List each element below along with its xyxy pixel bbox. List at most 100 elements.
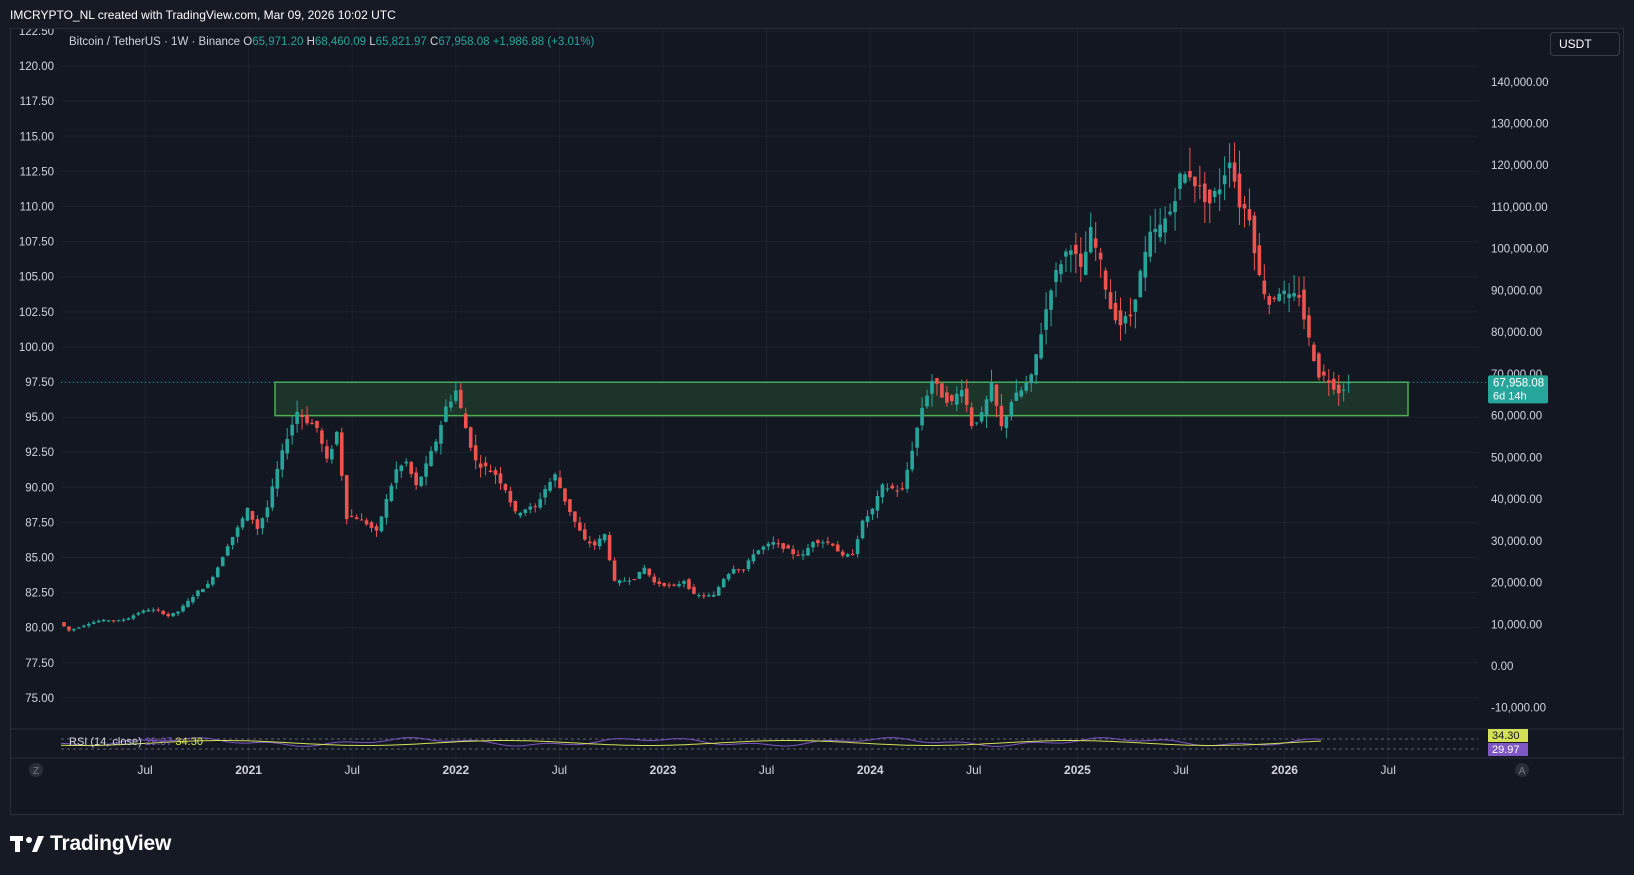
candle-body (270, 486, 275, 508)
time-axis-label: 2024 (857, 763, 884, 777)
candle-body (945, 392, 949, 403)
candle-body (890, 485, 895, 489)
candle-body (721, 578, 726, 588)
candle-body (1232, 162, 1237, 182)
candle-body (87, 623, 91, 626)
candle-body (106, 620, 111, 622)
candle-body (1277, 293, 1281, 301)
candle-body (543, 488, 547, 498)
candle-body (1173, 201, 1177, 213)
candle-body (1336, 384, 1341, 394)
candle-body (736, 569, 741, 571)
candle-body (384, 499, 389, 518)
candle-body (1004, 416, 1009, 428)
candle-body (999, 405, 1004, 427)
candle-body (1029, 374, 1033, 384)
candle-body (1267, 296, 1272, 305)
candle-body (766, 543, 771, 547)
candle-body (414, 472, 418, 486)
candle-body (161, 610, 165, 615)
time-axis-label: 2025 (1064, 763, 1091, 777)
left-axis-tick: 120.00 (19, 61, 54, 73)
currency-unit-button[interactable]: USDT (1550, 32, 1620, 56)
candle-body (121, 619, 126, 621)
candle-body (295, 411, 299, 424)
candle-body (1331, 378, 1336, 390)
legend-symbol: Bitcoin / TetherUS · 1W · Binance (69, 36, 240, 48)
candle-body (726, 574, 731, 580)
candle-body (1054, 270, 1058, 283)
candle-body (850, 553, 855, 556)
candle-body (940, 383, 944, 398)
candle-body (463, 413, 468, 429)
candle-body (1103, 270, 1108, 290)
candle-body (1138, 271, 1143, 298)
candle-body (151, 609, 156, 611)
price-tag (1488, 375, 1548, 404)
candle-body (796, 554, 800, 556)
a-button-label: A (1519, 766, 1526, 777)
candle-body (761, 546, 766, 550)
legend-high: 68,460.09 (315, 36, 366, 48)
candle-body (964, 388, 969, 405)
candle-body (915, 427, 919, 448)
candle-body (563, 488, 567, 502)
attribution-bar: IMCRYPTO_NL created with TradingView.com… (0, 0, 1634, 28)
legend-high-label: H (303, 36, 315, 48)
candle-body (578, 522, 582, 531)
candle-body (746, 560, 751, 570)
candle-body (974, 422, 979, 424)
candle-body (652, 576, 657, 583)
auto-scale-a-button (1515, 763, 1529, 777)
candle-body (493, 470, 498, 475)
candle-body (399, 465, 404, 472)
candle-body (930, 380, 934, 394)
candle-body (667, 584, 671, 586)
candle-body (592, 541, 597, 546)
chart-frame[interactable]: 122.50 120.00 117.50 115.00 112.50 110.00 107.… (10, 26, 1625, 816)
time-axis-label: 2026 (1271, 763, 1298, 777)
candle-body (1153, 228, 1157, 233)
candle-body (444, 406, 448, 422)
candle-body (612, 560, 617, 581)
candle-body (335, 431, 339, 445)
chart-svg[interactable]: 122.50 120.00 117.50 115.00 112.50 110.00 107.… (11, 26, 1625, 816)
time-axis-label: Jul (137, 763, 152, 777)
candle-body (429, 450, 433, 466)
right-axis-tick: -10,000.00 (1491, 703, 1546, 715)
candle-body (96, 620, 101, 623)
left-axis-tick: 97.50 (25, 377, 54, 389)
right-axis-tick: 30,000.00 (1491, 536, 1542, 548)
left-axis-tick: 82.50 (25, 588, 54, 600)
candle-body (215, 567, 220, 577)
candle-body (379, 516, 384, 532)
candle-body (235, 527, 240, 537)
candle-body (1227, 162, 1232, 169)
candle-body (845, 554, 850, 557)
candle-body (568, 499, 572, 513)
candle-body (265, 507, 270, 518)
candle-body (1069, 250, 1073, 255)
candle-body (959, 389, 964, 397)
candle-body (950, 395, 954, 402)
legend-change: +1,986.88 (+3.01%) (490, 36, 595, 48)
candle-body (900, 488, 905, 490)
left-axis-tick: 112.50 (20, 166, 54, 178)
candle-body (776, 543, 781, 545)
candle-body (1198, 185, 1202, 187)
candle-body (240, 518, 245, 528)
z-button-label: Z (33, 766, 39, 777)
time-axis-label: Jul (1173, 763, 1188, 777)
candle-body (865, 516, 870, 522)
candle-body (989, 382, 994, 402)
candle-body (1143, 251, 1148, 278)
candle-body (439, 424, 443, 444)
candle-body (682, 581, 686, 584)
candle-body (632, 579, 637, 581)
candle-body (925, 395, 929, 407)
candle-body (994, 384, 999, 406)
candle-body (156, 609, 161, 611)
right-axis-tick: 40,000.00 (1491, 494, 1542, 506)
candle-body (597, 538, 602, 547)
candle-body (662, 583, 666, 586)
